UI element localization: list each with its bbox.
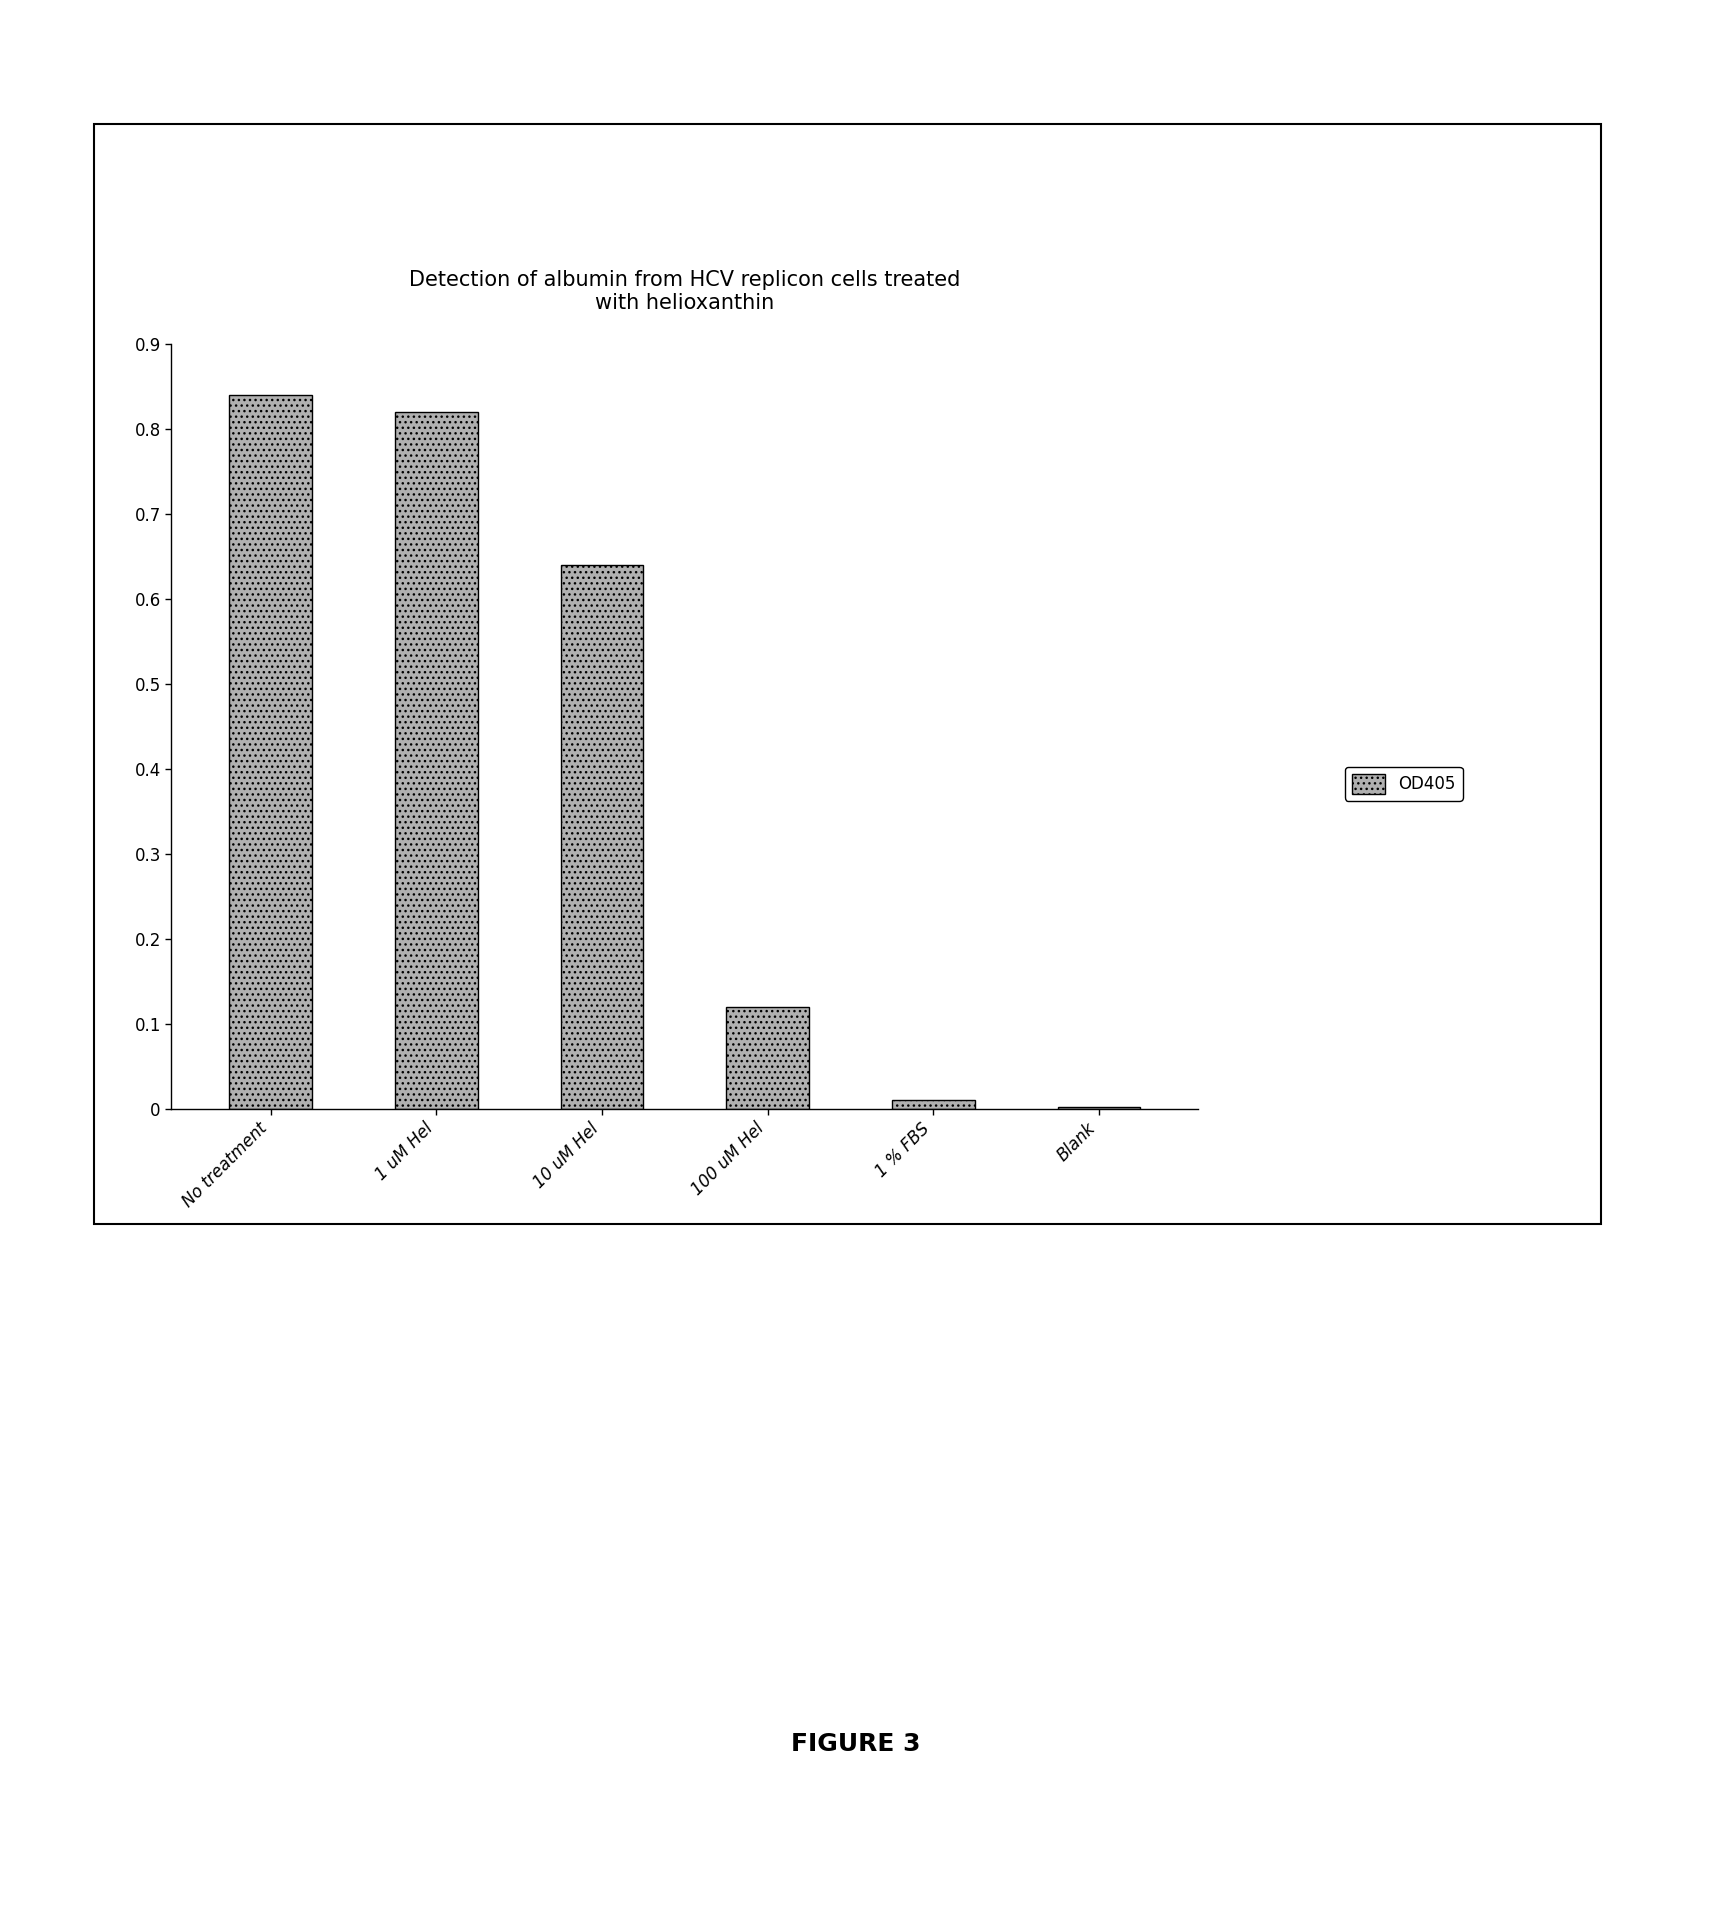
Bar [560, 566, 644, 1109]
Bar [726, 1008, 810, 1109]
Bar [892, 1101, 974, 1109]
Title: Detection of albumin from HCV replicon cells treated
with helioxanthin: Detection of albumin from HCV replicon c… [409, 270, 960, 314]
Bar [229, 396, 312, 1109]
Text: FIGURE 3: FIGURE 3 [791, 1732, 921, 1755]
Bar [395, 413, 478, 1109]
Legend: OD405: OD405 [1346, 767, 1462, 801]
